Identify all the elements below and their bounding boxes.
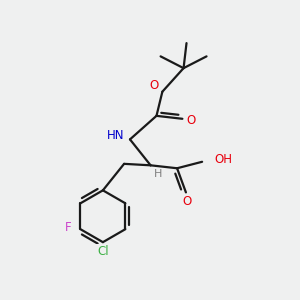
Text: H: H xyxy=(154,169,162,178)
Text: F: F xyxy=(65,221,72,234)
Text: HN: HN xyxy=(107,129,124,142)
Text: O: O xyxy=(149,79,159,92)
Text: O: O xyxy=(187,114,196,127)
Text: OH: OH xyxy=(214,153,232,166)
Text: O: O xyxy=(182,195,191,208)
Text: Cl: Cl xyxy=(97,245,109,258)
